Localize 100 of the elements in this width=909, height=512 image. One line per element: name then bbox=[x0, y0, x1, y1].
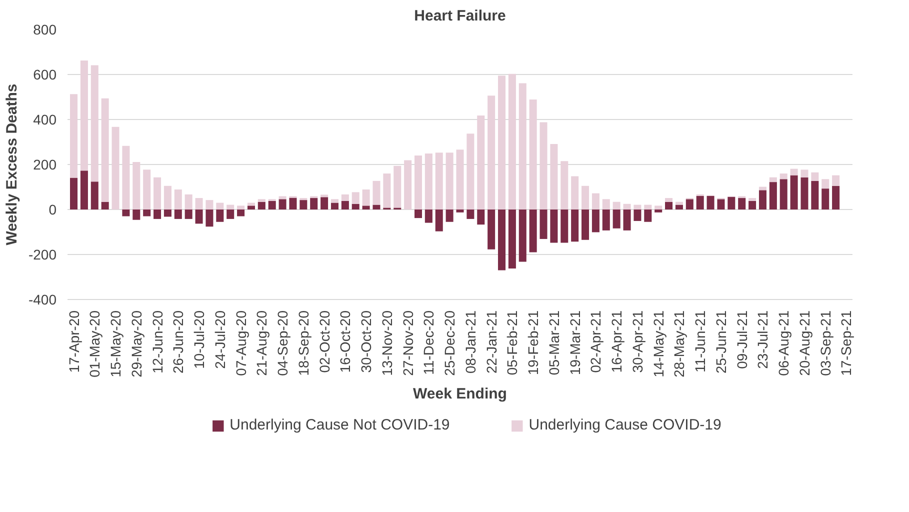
bar bbox=[394, 166, 402, 208]
x-tick-label: 28-May-21 bbox=[671, 310, 688, 378]
bar bbox=[383, 174, 391, 208]
y-tick-label: -200 bbox=[28, 246, 57, 262]
bar bbox=[811, 172, 819, 181]
bar bbox=[612, 210, 620, 228]
x-tick-label: 11-Jun-21 bbox=[692, 310, 708, 372]
bar bbox=[80, 60, 88, 171]
bar bbox=[80, 170, 88, 210]
x-tick-label: 25-Jun-21 bbox=[712, 310, 729, 374]
bar bbox=[612, 202, 620, 210]
bar bbox=[164, 186, 172, 210]
x-tick-label: 23-Jul-21 bbox=[754, 310, 771, 369]
bar bbox=[258, 202, 266, 210]
x-tick-label: 17-Sep-21 bbox=[838, 310, 854, 376]
x-axis-title: Week Ending bbox=[413, 385, 507, 402]
bar bbox=[362, 206, 370, 210]
bar bbox=[571, 176, 579, 210]
bar bbox=[352, 192, 360, 204]
bar bbox=[122, 146, 130, 210]
x-tick-label: 04-Sep-20 bbox=[274, 310, 291, 376]
bar bbox=[790, 168, 798, 176]
bar bbox=[143, 170, 151, 210]
x-tick-label: 24-Jul-20 bbox=[212, 310, 228, 369]
bar bbox=[717, 199, 725, 210]
bar bbox=[237, 210, 245, 216]
bar bbox=[540, 210, 548, 239]
bar bbox=[686, 199, 694, 210]
bar bbox=[780, 174, 788, 180]
bar bbox=[310, 198, 318, 210]
bar bbox=[184, 194, 192, 210]
bar bbox=[456, 210, 464, 212]
bar bbox=[132, 210, 140, 220]
y-tick-label: 600 bbox=[33, 66, 57, 82]
bar bbox=[456, 150, 464, 210]
bar bbox=[90, 182, 98, 210]
x-tick-label: 17-Apr-20 bbox=[66, 310, 82, 373]
bar bbox=[518, 83, 526, 210]
bar bbox=[435, 152, 443, 210]
bar bbox=[143, 210, 151, 216]
bar bbox=[518, 210, 526, 262]
bar bbox=[237, 206, 245, 210]
legend-label: Underlying Cause Not COVID-19 bbox=[230, 416, 450, 434]
x-tick-label: 16-Apr-21 bbox=[608, 310, 625, 373]
bar bbox=[206, 210, 214, 227]
bar bbox=[508, 210, 516, 268]
x-tick-label: 10-Jul-20 bbox=[191, 310, 208, 369]
bar bbox=[341, 200, 349, 210]
x-tick-label: 19-Feb-21 bbox=[525, 310, 542, 376]
x-tick-label: 09-Jul-21 bbox=[734, 310, 750, 369]
x-tick-label: 26-Jun-20 bbox=[170, 310, 186, 374]
bar bbox=[582, 210, 590, 240]
bar bbox=[320, 197, 328, 210]
x-tick-label: 27-Nov-20 bbox=[400, 310, 416, 376]
bar bbox=[498, 210, 506, 270]
bar bbox=[320, 194, 328, 198]
x-tick-label: 05-Mar-21 bbox=[546, 310, 562, 376]
bar bbox=[592, 193, 600, 210]
bar bbox=[184, 210, 192, 219]
bar bbox=[112, 126, 120, 210]
chart-title: Heart Failure bbox=[414, 8, 506, 24]
bar bbox=[560, 161, 568, 210]
x-tick-label: 07-Aug-20 bbox=[232, 310, 249, 376]
x-tick-label: 02-Apr-21 bbox=[588, 310, 604, 373]
y-tick-label: 200 bbox=[33, 156, 57, 172]
bar bbox=[644, 204, 652, 210]
bar bbox=[330, 202, 338, 210]
bar bbox=[477, 210, 485, 225]
bar bbox=[70, 178, 78, 210]
bar bbox=[226, 204, 234, 210]
y-axis-title: Weekly Excess Deaths bbox=[3, 84, 20, 246]
bar bbox=[602, 210, 610, 230]
bar bbox=[289, 198, 297, 210]
bar bbox=[800, 177, 808, 210]
x-tick-label: 08-Jan-21 bbox=[462, 310, 478, 374]
y-tick-label: 0 bbox=[48, 202, 57, 218]
bar bbox=[623, 204, 631, 210]
bar bbox=[278, 199, 286, 210]
x-tick-label: 13-Nov-20 bbox=[378, 310, 395, 376]
x-tick-label: 18-Sep-20 bbox=[295, 310, 312, 376]
x-tick-label: 01-May-20 bbox=[86, 310, 103, 378]
y-tick-label: 800 bbox=[33, 22, 57, 38]
bar bbox=[195, 210, 203, 224]
bar bbox=[582, 186, 590, 210]
bar bbox=[488, 210, 496, 250]
bar bbox=[696, 196, 704, 210]
bar bbox=[822, 179, 830, 189]
bar bbox=[414, 156, 422, 210]
x-tick-label: 30-Apr-21 bbox=[629, 310, 646, 373]
bar bbox=[90, 65, 98, 182]
x-tick-label: 15-May-20 bbox=[108, 310, 124, 378]
bar bbox=[352, 204, 360, 210]
bar bbox=[154, 177, 162, 210]
bar bbox=[488, 96, 496, 210]
bar bbox=[414, 210, 422, 218]
bar bbox=[602, 199, 610, 210]
bar bbox=[508, 74, 516, 210]
bar bbox=[424, 153, 432, 210]
x-tick-label: 11-Dec-20 bbox=[420, 310, 437, 375]
bar bbox=[216, 202, 224, 210]
